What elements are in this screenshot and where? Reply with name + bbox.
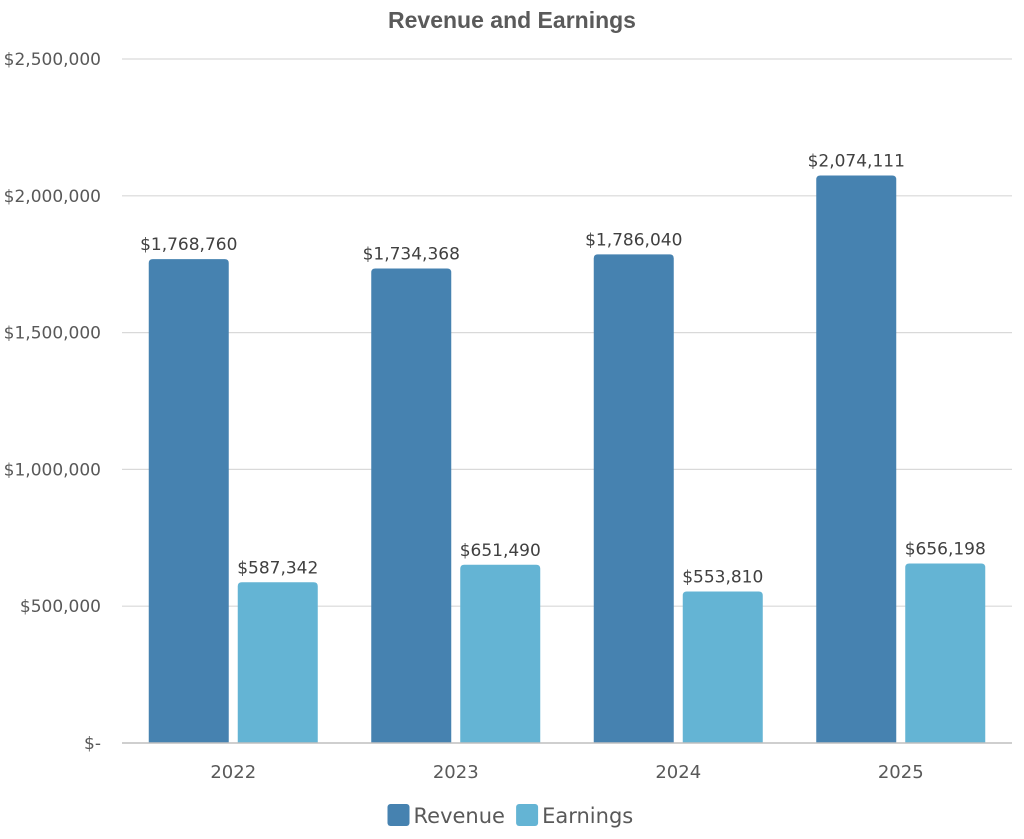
legend-label-earnings: Earnings (542, 804, 633, 828)
y-tick-label: $2,000,000 (4, 187, 101, 207)
legend: Revenue Earnings (387, 804, 633, 828)
bar-earnings-2023 (460, 564, 541, 743)
x-category-label: 2024 (655, 762, 701, 783)
data-labels: $1,768,760 $587,342 $1,734,368 $651,490 $1,7… (140, 152, 986, 588)
y-tick-label: $1,000,000 (4, 460, 101, 480)
legend-swatch-revenue (387, 804, 410, 826)
y-tick-label: $2,500,000 (4, 50, 101, 70)
bars (148, 175, 986, 744)
x-axis-category-labels: 2022 2023 2024 2025 (210, 762, 923, 783)
y-tick-label: $1,500,000 (4, 324, 101, 344)
legend-label-revenue: Revenue (414, 804, 505, 828)
bar-earnings-2024 (682, 591, 763, 743)
y-axis-tick-labels: $- $500,000 $1,000,000 $1,500,000 $2,000,000… (4, 50, 101, 754)
bar-revenue-2023 (371, 268, 452, 743)
data-label-earnings-2022: $587,342 (237, 558, 318, 578)
legend-swatch-earnings (516, 804, 539, 826)
bar-revenue-2024 (593, 254, 674, 743)
data-label-revenue-2024: $1,786,040 (585, 230, 682, 250)
data-label-earnings-2025: $656,198 (905, 539, 986, 559)
chart-title: Revenue and Earnings (388, 7, 636, 33)
data-label-revenue-2025: $2,074,111 (808, 152, 905, 172)
y-tick-label: $- (84, 734, 101, 754)
x-category-label: 2025 (878, 762, 924, 783)
data-label-earnings-2024: $553,810 (682, 567, 763, 587)
bar-earnings-2022 (237, 582, 318, 743)
data-label-earnings-2023: $651,490 (460, 541, 541, 561)
data-label-revenue-2022: $1,768,760 (140, 235, 237, 255)
bar-earnings-2025 (905, 563, 986, 743)
bar-revenue-2022 (148, 259, 229, 743)
bar-revenue-2025 (816, 175, 897, 744)
data-label-revenue-2023: $1,734,368 (363, 244, 460, 264)
y-tick-label: $500,000 (20, 597, 101, 617)
x-category-label: 2023 (433, 762, 479, 783)
x-category-label: 2022 (210, 762, 256, 783)
